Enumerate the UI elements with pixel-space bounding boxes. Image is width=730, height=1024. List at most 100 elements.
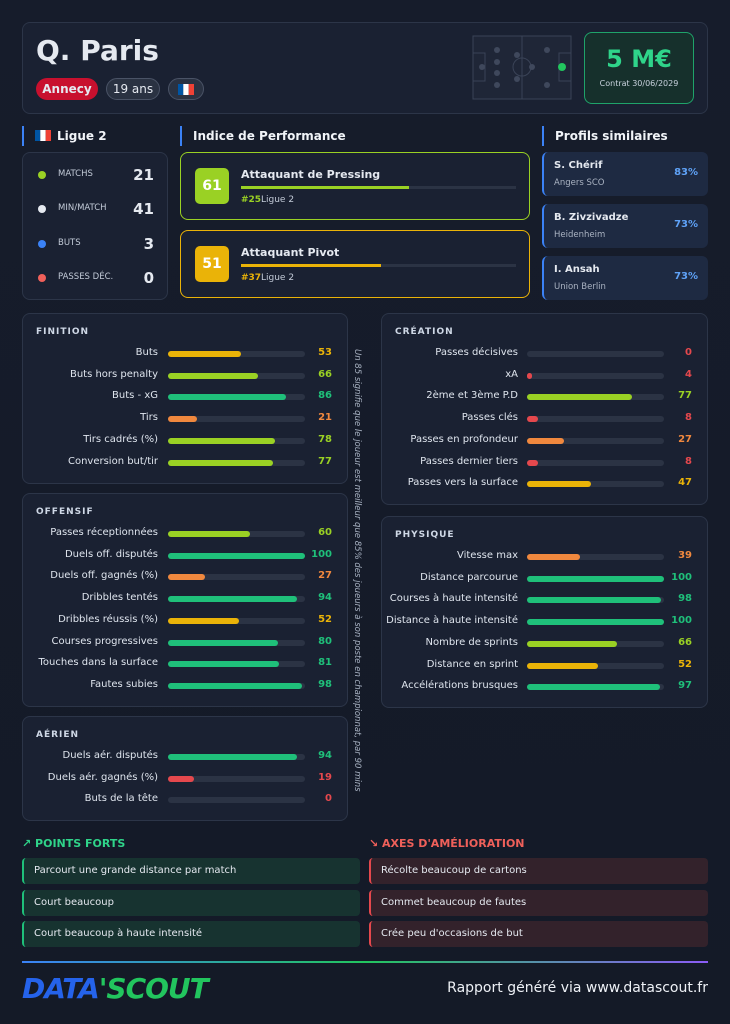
section-title: OFFENSIF (36, 507, 94, 517)
role: Attaquant Pivot (241, 246, 340, 259)
similar-title: Profils similaires (555, 129, 668, 143)
metric-value: 86 (318, 390, 332, 402)
stat-label: PASSES DÉC. (58, 271, 114, 282)
logo-a: DATA (22, 972, 100, 1005)
metric-label: Buts - xG (112, 390, 158, 402)
strengths-item: Court beaucoup (22, 889, 360, 916)
stat-icon (38, 273, 46, 282)
rank-league: Ligue 2 (261, 273, 295, 283)
metric-value: 100 (671, 615, 692, 627)
metric-bar (527, 597, 662, 604)
metric-label: Buts (135, 347, 158, 358)
similar-name: B. Zivzivadze (554, 212, 629, 223)
metric-bar (527, 416, 538, 423)
metric-value: 66 (678, 636, 692, 648)
metric-value: 94 (318, 750, 332, 761)
section-title: CRÉATION (395, 327, 454, 337)
section-title: FINITION (36, 327, 90, 337)
metric-bar (168, 682, 303, 689)
metric-track (168, 351, 305, 357)
metric-label: Passes réceptionnées (50, 527, 158, 538)
metric-value: 77 (318, 455, 332, 467)
footer-text: Rapport généré via www.datascout.fr (447, 980, 708, 996)
metric-bar (168, 394, 286, 401)
metric-label: Accélérations brusques (401, 680, 518, 692)
metric-label: Buts de la tête (84, 793, 158, 805)
similar-club: Union Berlin (554, 282, 606, 292)
metric-track (168, 682, 305, 689)
stat-icon (38, 239, 46, 248)
metric-bar (527, 640, 618, 647)
metric-track (527, 662, 664, 669)
similar-card: I. Ansah Union Berlin 73% (542, 256, 708, 300)
metric-bar (527, 459, 538, 466)
metric-value: 8 (685, 455, 692, 467)
performance-card: 51 Attaquant Pivot #37 Ligue 2 (180, 230, 530, 298)
stat-icon (38, 171, 46, 179)
metric-bar (527, 662, 599, 669)
metric-label: Dribbles tentés (81, 592, 158, 604)
metric-track (527, 597, 664, 604)
metric-value: 98 (318, 678, 332, 690)
club-pill: Annecy (36, 78, 98, 100)
metric-label: Distance à haute intensité (386, 615, 518, 627)
score-track (241, 264, 516, 267)
logo: DATA'SCOUT (22, 972, 209, 1005)
metric-bar (527, 554, 581, 560)
metric-label: Tirs cadrés (%) (83, 433, 158, 445)
metric-value: 27 (678, 433, 692, 445)
metric-value: 78 (318, 433, 332, 445)
metric-bar (168, 775, 195, 782)
section-title: AÉRIEN (36, 730, 80, 740)
metric-track (168, 394, 305, 401)
accent (22, 126, 24, 146)
metric-track (168, 416, 305, 423)
metric-label: Passes dernier tiers (420, 455, 518, 467)
section-card: FINITION Buts 53 Buts hors penalty 66 Buts - … (22, 313, 348, 484)
metric-label: Duels aér. gagnés (%) (47, 771, 158, 783)
metric-label: Duels off. disputés (64, 548, 158, 560)
contract: Contrat 30/06/2029 (599, 79, 679, 88)
flag (35, 130, 51, 141)
metric-bar (527, 394, 633, 401)
similar-match: 73% (674, 271, 698, 282)
accent (542, 126, 544, 146)
metric-value: 100 (671, 571, 692, 583)
metric-bar (527, 684, 660, 691)
metric-track (527, 554, 664, 560)
stats-card (22, 152, 168, 300)
improvements-item: Crée peu d'occasions de but (369, 921, 708, 947)
stat-value: 21 (133, 166, 154, 184)
metric-value: 81 (318, 657, 332, 669)
metric-label: Passes décisives (435, 347, 518, 358)
metric-bar (168, 372, 259, 379)
metric-bar (168, 416, 197, 423)
metric-track (168, 775, 305, 782)
similar-card: S. Chérif Angers SCO 83% (542, 152, 708, 196)
metric-label: xA (505, 368, 518, 380)
metric-bar (527, 619, 664, 626)
metric-label: Duels aér. disputés (62, 750, 159, 761)
metric-track (168, 797, 305, 804)
performance-card: 61 Attaquant de Pressing #25 Ligue 2 (180, 152, 530, 220)
stat-value: 0 (143, 268, 154, 287)
role: Attaquant de Pressing (241, 168, 381, 181)
stat-label: MATCHS (58, 169, 93, 179)
metric-value: 94 (318, 592, 332, 604)
metric-track (527, 640, 664, 647)
section-title: PHYSIQUE (395, 530, 455, 540)
section-card: AÉRIEN Duels aér. disputés 94 Duels aér. ga… (22, 716, 348, 822)
rank: #37 (241, 273, 262, 283)
metric-value: 60 (318, 527, 332, 538)
metric-label: Distance parcourue (420, 571, 518, 583)
metric-track (168, 574, 305, 581)
metric-label: Passes en profondeur (410, 433, 518, 445)
rank-league: Ligue 2 (261, 195, 295, 205)
metric-value: 39 (678, 550, 692, 561)
metric-value: 77 (678, 390, 692, 402)
metric-track (168, 552, 305, 559)
similar-card: B. Zivzivadze Heidenheim 73% (542, 204, 708, 248)
metric-track (527, 459, 664, 466)
score-bar (241, 186, 409, 189)
